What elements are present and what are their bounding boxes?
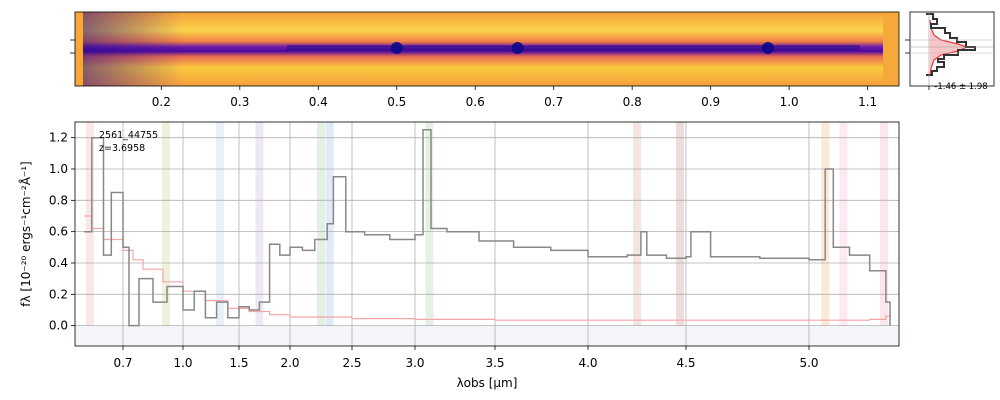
x-axis-label: λobs [μm] — [457, 376, 518, 390]
spectrum-2d-x-axis: 0.2 0.3 0.4 0.5 0.6 0.7 0.8 0.9 1.0 1.1 — [152, 86, 877, 109]
trace-peak-blob — [761, 42, 774, 54]
spectrum-2d-x-tick-label: 0.2 — [152, 95, 171, 109]
x-tick-label: 4.5 — [676, 356, 695, 370]
spectrum-2d-x-tick-label: 0.8 — [623, 95, 642, 109]
line-marker-band — [215, 122, 224, 346]
spectrum-2d-right-pad — [883, 12, 899, 86]
x-tick-label: 0.7 — [113, 356, 132, 370]
grid-lines — [75, 122, 899, 346]
spectrum-2d-x-tick-label: 0.9 — [701, 95, 720, 109]
trace-peak-blob — [511, 42, 524, 54]
x-tick-label: 1.0 — [173, 356, 192, 370]
y-tick-label: 0.6 — [49, 225, 68, 239]
line-marker-band — [162, 122, 170, 346]
line-marker-band — [325, 122, 334, 346]
plot-background — [75, 122, 899, 346]
trace-core — [286, 45, 860, 51]
line-marker-band — [879, 122, 888, 346]
y-axis-label: fλ [10⁻²⁰ ergs⁻¹cm⁻²Å⁻¹] — [18, 161, 33, 306]
line-marker-band — [317, 122, 325, 346]
line-marker-band — [425, 122, 434, 346]
object-id-label: 2561_44755 — [99, 130, 158, 141]
y-tick-label: 0.4 — [49, 256, 68, 270]
histogram-annotation: -1.46 ± 1.98 — [934, 82, 987, 92]
spectrum-2d-noisy-region — [83, 12, 183, 86]
x-tick-label: 3.5 — [485, 356, 504, 370]
x-tick-label: 4.0 — [578, 356, 597, 370]
y-tick-label: 0.0 — [49, 319, 68, 333]
x-tick-label: 5.0 — [799, 356, 818, 370]
line-marker-band — [85, 122, 94, 346]
zero-shading — [75, 326, 899, 346]
line-marker-band — [676, 122, 685, 346]
x-tick-label: 1.5 — [229, 356, 248, 370]
line-marker-band — [633, 122, 641, 346]
series-group — [84, 129, 891, 327]
spectrum-2d-panel: 0.2 0.3 0.4 0.5 0.6 0.7 0.8 0.9 1.0 1.1 — [70, 11, 900, 109]
x-tick-label: 2.5 — [342, 356, 361, 370]
spectrum-2d-frame — [74, 11, 900, 87]
spectrum-1d-panel: 0.7 1.0 1.5 2.0 2.5 3.0 3.5 4.0 4.5 5.0 0.0 0.2 0.4… — [18, 121, 900, 390]
y-tick-label: 1.2 — [49, 131, 68, 145]
line-marker-band — [839, 122, 848, 346]
histogram-panel: -1.46 ± 1.98 — [905, 11, 995, 92]
spectrum-2d-x-tick-label: 0.4 — [309, 95, 328, 109]
x-tick-label: 2.0 — [280, 356, 299, 370]
plot-frame — [74, 121, 900, 347]
spectrum-2d-x-tick-label: 0.3 — [230, 95, 249, 109]
y-tick-label: 0.2 — [49, 287, 68, 301]
spectrum-2d-x-tick-label: 0.7 — [544, 95, 563, 109]
y-tick-label: 0.8 — [49, 193, 68, 207]
x-tick-label: 3.0 — [405, 356, 424, 370]
x-axis: 0.7 1.0 1.5 2.0 2.5 3.0 3.5 4.0 4.5 5.0 — [113, 346, 819, 370]
trace-peak-blob — [390, 42, 403, 54]
y-axis: 0.0 0.2 0.4 0.6 0.8 1.0 1.2 — [49, 131, 75, 333]
histogram-gaussian-fill — [930, 20, 967, 76]
flux-series-line — [84, 129, 891, 327]
spectrum-2d-x-tick-label: 1.1 — [858, 95, 877, 109]
redshift-label: z=3.6958 — [99, 143, 145, 154]
trace-emission-blobs — [286, 42, 860, 54]
line-marker-band — [255, 122, 264, 346]
spectrum-2d-left-pad — [75, 12, 83, 86]
spectrum-2d-x-tick-label: 1.0 — [780, 95, 799, 109]
y-tick-label: 1.0 — [49, 162, 68, 176]
spectrum-2d-x-tick-label: 0.6 — [466, 95, 485, 109]
spectrum-2d-x-tick-label: 0.5 — [387, 95, 406, 109]
